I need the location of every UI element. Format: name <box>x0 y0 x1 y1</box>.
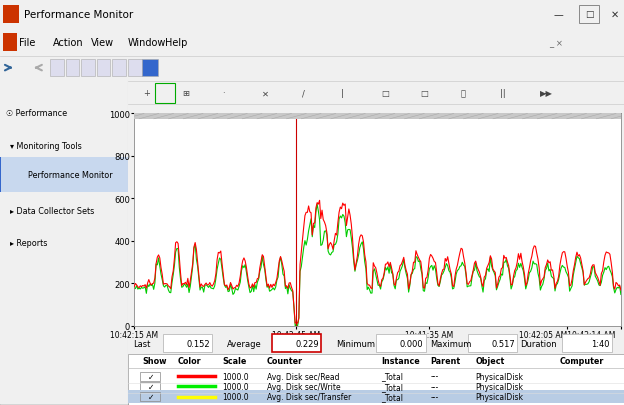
Bar <box>0 157 128 193</box>
Text: □: □ <box>421 89 429 98</box>
Text: _Total: _Total <box>381 392 403 401</box>
Bar <box>579 6 599 24</box>
Text: Parent: Parent <box>431 356 461 365</box>
Bar <box>140 392 160 401</box>
Text: Last: Last <box>133 339 150 348</box>
Text: Computer: Computer <box>560 356 604 365</box>
Bar <box>163 334 212 353</box>
Bar <box>140 372 160 381</box>
Bar <box>468 334 517 353</box>
Text: Avg. Disk sec/Transfer: Avg. Disk sec/Transfer <box>267 392 351 401</box>
Bar <box>142 60 158 77</box>
Text: 0.152: 0.152 <box>186 339 210 348</box>
Text: File: File <box>19 38 35 48</box>
Text: 1000.0: 1000.0 <box>222 382 249 391</box>
Text: _Total: _Total <box>381 382 403 391</box>
Text: Avg. Disk sec/Write: Avg. Disk sec/Write <box>267 382 341 391</box>
Text: 0.517: 0.517 <box>491 339 515 348</box>
Text: Counter: Counter <box>267 356 303 365</box>
Text: Color: Color <box>177 356 201 365</box>
Text: Scale: Scale <box>222 356 246 365</box>
Bar <box>376 334 426 353</box>
Text: ||: || <box>500 89 505 98</box>
Text: —: — <box>553 10 563 19</box>
Bar <box>3 34 17 52</box>
Bar <box>112 60 126 77</box>
Text: Performance Monitor: Performance Monitor <box>24 10 133 19</box>
Text: ▶▶: ▶▶ <box>540 89 553 98</box>
Text: Avg. Disk sec/Read: Avg. Disk sec/Read <box>267 372 339 381</box>
Bar <box>562 334 612 353</box>
Text: Window: Window <box>128 38 166 48</box>
Text: /: / <box>301 89 305 98</box>
Text: 0.000: 0.000 <box>399 339 423 348</box>
Text: 1000.0: 1000.0 <box>222 392 249 401</box>
Text: ✕: ✕ <box>610 10 619 19</box>
Text: 1:40: 1:40 <box>591 339 609 348</box>
Text: ▸ Data Collector Sets: ▸ Data Collector Sets <box>10 206 94 215</box>
Text: ✓: ✓ <box>148 392 154 401</box>
Text: PhysicalDisk: PhysicalDisk <box>475 392 523 401</box>
Text: Show: Show <box>143 356 167 365</box>
Text: View: View <box>90 38 114 48</box>
Text: 1000.0: 1000.0 <box>222 372 249 381</box>
Text: ✓: ✓ <box>148 372 154 381</box>
Bar <box>134 114 621 119</box>
Text: +: + <box>143 89 150 98</box>
Text: ☉ Performance: ☉ Performance <box>6 109 67 118</box>
Text: ▸ Reports: ▸ Reports <box>10 239 47 247</box>
Text: Duration: Duration <box>520 339 557 348</box>
Text: ✕: ✕ <box>262 89 269 98</box>
Text: ·: · <box>222 89 225 98</box>
Text: _Total: _Total <box>381 372 403 381</box>
Text: Instance: Instance <box>381 356 420 365</box>
Text: Action: Action <box>53 38 84 48</box>
Text: Performance Monitor: Performance Monitor <box>18 171 112 179</box>
Bar <box>66 60 79 77</box>
Text: PhysicalDisk: PhysicalDisk <box>475 372 523 381</box>
Bar <box>97 60 110 77</box>
Text: Maximum: Maximum <box>431 339 472 348</box>
Text: ---: --- <box>431 372 439 381</box>
Text: 🔍: 🔍 <box>461 89 466 98</box>
Text: ✓: ✓ <box>148 382 154 391</box>
Text: Object: Object <box>475 356 504 365</box>
Bar <box>3 6 19 24</box>
Bar <box>272 334 321 353</box>
Text: Average: Average <box>227 339 262 348</box>
Text: ---: --- <box>431 382 439 391</box>
Text: |: | <box>341 89 344 98</box>
Text: ⊞: ⊞ <box>182 89 190 98</box>
Text: Help: Help <box>165 38 188 48</box>
Text: ▾ Monitoring Tools: ▾ Monitoring Tools <box>10 141 82 150</box>
Text: _ ×: _ × <box>549 38 563 48</box>
Bar <box>128 390 624 403</box>
Bar <box>50 60 64 77</box>
Text: □: □ <box>585 10 593 19</box>
Bar <box>155 83 175 104</box>
Text: ---: --- <box>431 392 439 401</box>
Text: PhysicalDisk: PhysicalDisk <box>475 382 523 391</box>
Text: 0.229: 0.229 <box>295 339 319 348</box>
Text: □: □ <box>381 89 389 98</box>
Text: Minimum: Minimum <box>336 339 375 348</box>
Bar <box>81 60 95 77</box>
Bar <box>140 382 160 391</box>
Bar <box>0 157 1 193</box>
Bar <box>128 60 142 77</box>
